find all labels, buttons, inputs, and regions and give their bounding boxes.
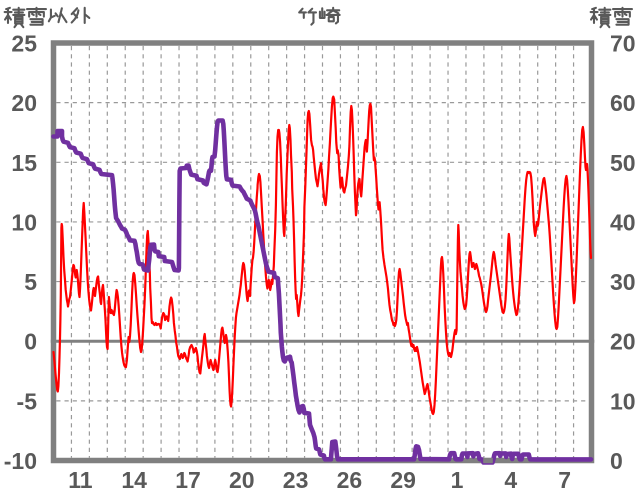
svg-text:11: 11 <box>68 467 93 493</box>
svg-text:40: 40 <box>610 209 636 235</box>
svg-text:60: 60 <box>610 90 636 116</box>
svg-text:50: 50 <box>610 150 636 176</box>
svg-text:10: 10 <box>11 209 37 235</box>
svg-text:0: 0 <box>24 329 37 355</box>
svg-text:20: 20 <box>11 90 37 116</box>
svg-text:26: 26 <box>337 467 363 493</box>
svg-text:7: 7 <box>558 467 571 493</box>
svg-text:20: 20 <box>610 329 636 355</box>
svg-text:1: 1 <box>451 467 464 493</box>
svg-text:17: 17 <box>175 467 201 493</box>
svg-text:14: 14 <box>121 467 147 493</box>
svg-text:-5: -5 <box>17 388 38 414</box>
svg-text:29: 29 <box>390 467 416 493</box>
svg-text:4: 4 <box>504 467 517 493</box>
svg-text:20: 20 <box>229 467 255 493</box>
svg-text:0: 0 <box>610 448 623 474</box>
svg-text:70: 70 <box>610 31 636 57</box>
svg-text:10: 10 <box>610 388 636 414</box>
svg-text:15: 15 <box>11 150 37 176</box>
svg-text:5: 5 <box>24 269 37 295</box>
svg-text:23: 23 <box>283 467 309 493</box>
svg-text:25: 25 <box>11 31 37 57</box>
svg-text:30: 30 <box>610 269 636 295</box>
svg-text:-10: -10 <box>4 448 37 474</box>
